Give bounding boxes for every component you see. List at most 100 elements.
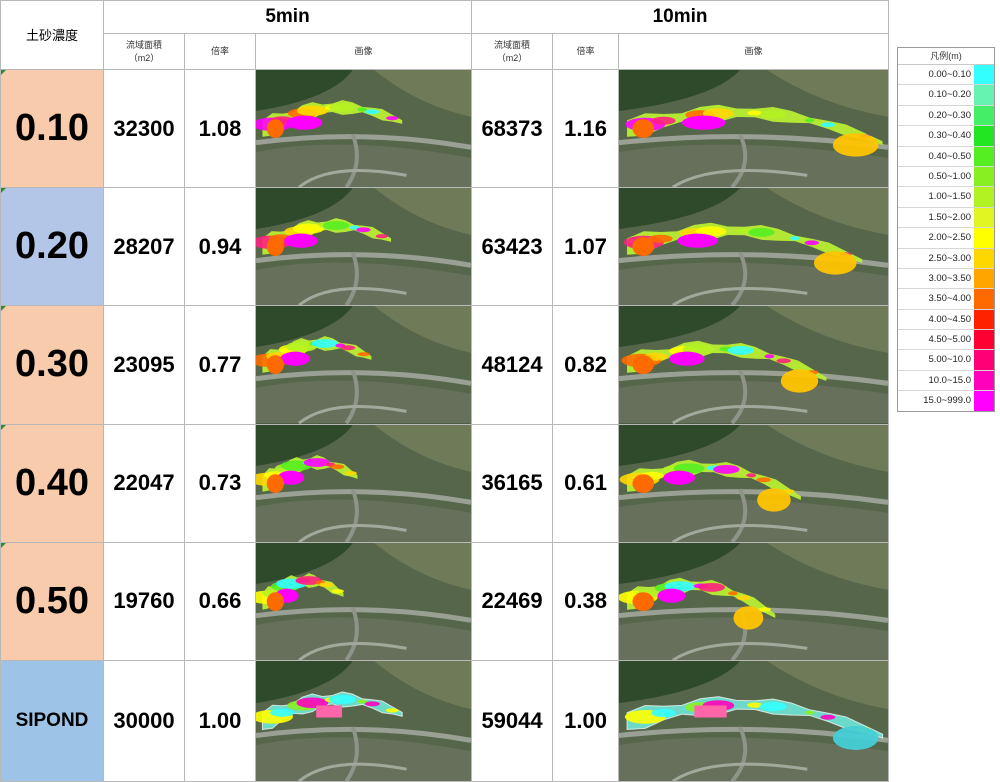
legend-item: 4.50~5.00 [898,330,994,351]
legend-item: 1.00~1.50 [898,187,994,208]
ratio-5min-cell: 0.66 [184,541,256,661]
group-10min-title: 10min [471,0,890,35]
group-5min-title: 5min [102,0,473,35]
flow-depth-map-image [619,661,888,781]
area-10min-cell: 59044 [471,659,554,782]
legend-color-swatch [974,289,994,309]
legend-color-swatch [974,65,994,85]
image-10min-cell [618,541,890,661]
flow-depth-map-image [256,543,471,660]
legend-color-swatch [974,207,994,228]
table-row: 0.30 23095 0.77 48124 0.82 [0,305,890,425]
flow-depth-map-image [256,70,471,187]
area-header-10min: 流域面積 （m2） [471,33,554,71]
flow-depth-map-image [619,543,888,660]
legend-item: 2.50~3.00 [898,248,994,269]
legend-item: 0.40~0.50 [898,146,994,167]
image-5min-cell [254,187,473,307]
legend-item-label: 3.00~3.50 [928,272,971,284]
area-5min-cell: 22047 [103,423,185,543]
image-5min-cell [254,423,473,543]
image-10min-cell [618,305,890,425]
concentration-value: 0.20 [15,225,89,268]
legend-item: 4.00~4.50 [898,309,994,331]
legend-item-label: 0.00~0.10 [928,69,971,80]
legend-color-swatch [974,309,994,330]
legend-item-label: 0.50~1.00 [928,170,971,182]
table-row: 0.50 19760 0.66 22469 0.38 [0,541,890,661]
area-5min-cell: 19760 [103,541,185,661]
flow-depth-map-image [619,425,888,542]
legend-item: 3.00~3.50 [898,268,994,290]
legend-color-swatch [974,146,994,166]
area-10min-cell: 48124 [471,305,554,425]
ratio-10min-cell: 0.61 [552,423,620,543]
ratio-10min-cell: 0.38 [552,541,620,661]
legend-color-swatch [974,350,994,370]
legend-item-label: 5.00~10.0 [928,354,971,366]
cell-note-marker [1,306,6,312]
flow-depth-map-image [256,306,471,423]
legend-item: 3.50~4.00 [898,289,994,310]
area-header-unit: （m2） [128,52,160,63]
flow-depth-map-image [619,188,888,305]
concentration-cell: SIPOND [0,659,104,782]
legend-item-label: 0.10~0.20 [928,89,971,101]
legend-item-label: 1.00~1.50 [928,191,971,203]
area-header-label: 流域面積 [494,39,531,50]
legend-color-swatch [974,370,994,391]
ratio-5min-cell: 0.94 [184,187,256,307]
concentration-value: SIPOND [15,709,89,731]
area-header-unit: （m2） [496,52,528,63]
concentration-header-label: 土砂濃度 [25,28,78,44]
cell-note-marker [1,70,6,76]
legend-item: 0.50~1.00 [898,166,994,188]
flow-depth-map-image [619,70,888,187]
cell-note-marker [1,425,6,430]
ratio-5min-cell: 0.77 [184,305,256,425]
concentration-value: 0.10 [15,107,89,150]
legend-color-swatch [974,228,994,248]
legend-item-label: 4.50~5.00 [928,334,971,346]
legend-item: 15.0~999.0 [898,391,994,411]
legend-item: 0.10~0.20 [898,85,994,106]
legend-item-label: 4.00~4.50 [928,313,971,325]
results-table: 土砂濃度 5min 10min 流域面積 （m2） 倍率 画像 流域面積 （m2… [0,0,890,782]
legend-item-label: 2.50~3.00 [928,252,971,264]
area-10min-cell: 63423 [471,187,554,307]
image-10min-cell [618,659,890,782]
ratio-10min-cell: 0.82 [552,305,620,425]
image-5min-cell [254,541,473,661]
cell-note-marker [1,188,6,194]
area-header-label: 流域面積 [125,39,162,50]
legend-item-label: 10.0~15.0 [928,374,971,386]
area-5min-cell: 32300 [103,69,185,189]
ratio-header-10min: 倍率 [552,33,620,71]
legend-color-swatch [974,85,994,105]
image-10min-cell [618,423,890,543]
legend-color-swatch [974,248,994,268]
cell-note-marker [1,543,6,548]
image-header-5min: 画像 [254,33,473,71]
legend-item: 0.20~0.30 [898,105,994,127]
ratio-10min-cell: 1.07 [552,187,620,307]
concentration-cell: 0.40 [0,423,104,543]
legend-color-swatch [974,105,994,126]
legend-item-label: 0.20~0.30 [928,109,971,121]
legend-item-label: 0.40~0.50 [928,150,971,162]
legend-color-swatch [974,268,994,289]
legend-item: 0.00~0.10 [898,65,994,86]
image-5min-cell [254,659,473,782]
concentration-cell: 0.50 [0,541,104,661]
legend-item: 0.30~0.40 [898,126,994,147]
concentration-cell: 0.20 [0,187,104,307]
flow-depth-map-image [256,661,471,781]
area-5min-cell: 30000 [103,659,185,782]
image-5min-cell [254,69,473,189]
table-row: 0.40 22047 0.73 36165 0.61 [0,423,890,543]
ratio-5min-cell: 0.73 [184,423,256,543]
table-row: 0.20 28207 0.94 63423 1.07 [0,187,890,307]
table-row: SIPOND 30000 1.00 59044 1.00 [0,659,890,782]
legend-color-swatch [974,391,994,411]
concentration-value: 0.50 [15,579,89,622]
